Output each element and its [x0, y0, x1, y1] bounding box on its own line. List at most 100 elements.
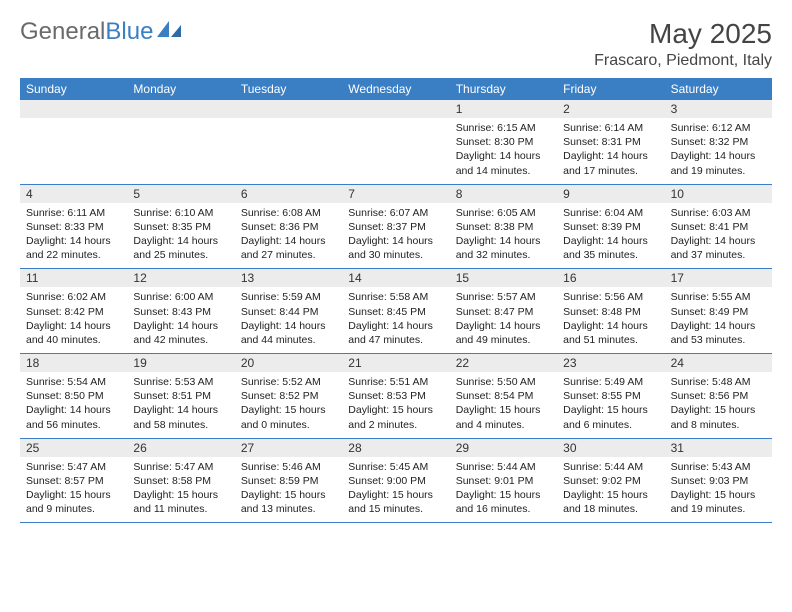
dow-cell: Friday — [557, 78, 664, 100]
day-line: Sunset: 8:53 PM — [348, 389, 443, 403]
day-line: Sunrise: 6:02 AM — [26, 290, 121, 304]
location: Frascaro, Piedmont, Italy — [594, 52, 772, 70]
dow-cell: Saturday — [665, 78, 772, 100]
day-line: and 25 minutes. — [133, 248, 228, 262]
day-number: 9 — [557, 185, 664, 203]
day-line: Daylight: 14 hours — [348, 234, 443, 248]
week-row: 18Sunrise: 5:54 AMSunset: 8:50 PMDayligh… — [20, 354, 772, 439]
day-line: Sunset: 8:48 PM — [563, 305, 658, 319]
day-body: Sunrise: 5:56 AMSunset: 8:48 PMDaylight:… — [557, 287, 664, 353]
day-line: and 15 minutes. — [348, 502, 443, 516]
day-cell — [127, 100, 234, 184]
day-cell: 4Sunrise: 6:11 AMSunset: 8:33 PMDaylight… — [20, 185, 127, 269]
day-cell: 18Sunrise: 5:54 AMSunset: 8:50 PMDayligh… — [20, 354, 127, 438]
day-body: Sunrise: 5:51 AMSunset: 8:53 PMDaylight:… — [342, 372, 449, 438]
day-line: and 49 minutes. — [456, 333, 551, 347]
day-cell: 19Sunrise: 5:53 AMSunset: 8:51 PMDayligh… — [127, 354, 234, 438]
day-body: Sunrise: 6:00 AMSunset: 8:43 PMDaylight:… — [127, 287, 234, 353]
day-number: 19 — [127, 354, 234, 372]
day-line: and 4 minutes. — [456, 418, 551, 432]
day-number: 6 — [235, 185, 342, 203]
day-cell: 22Sunrise: 5:50 AMSunset: 8:54 PMDayligh… — [450, 354, 557, 438]
day-line: Sunrise: 5:48 AM — [671, 375, 766, 389]
day-line: and 56 minutes. — [26, 418, 121, 432]
day-body: Sunrise: 6:08 AMSunset: 8:36 PMDaylight:… — [235, 203, 342, 269]
day-cell: 24Sunrise: 5:48 AMSunset: 8:56 PMDayligh… — [665, 354, 772, 438]
day-cell: 21Sunrise: 5:51 AMSunset: 8:53 PMDayligh… — [342, 354, 449, 438]
day-body: Sunrise: 5:53 AMSunset: 8:51 PMDaylight:… — [127, 372, 234, 438]
day-number: 5 — [127, 185, 234, 203]
day-cell: 29Sunrise: 5:44 AMSunset: 9:01 PMDayligh… — [450, 439, 557, 523]
day-cell: 27Sunrise: 5:46 AMSunset: 8:59 PMDayligh… — [235, 439, 342, 523]
day-cell: 9Sunrise: 6:04 AMSunset: 8:39 PMDaylight… — [557, 185, 664, 269]
day-line: Sunset: 8:50 PM — [26, 389, 121, 403]
day-line: Sunrise: 5:52 AM — [241, 375, 336, 389]
day-line: Sunrise: 6:15 AM — [456, 121, 551, 135]
calendar: SundayMondayTuesdayWednesdayThursdayFrid… — [20, 78, 772, 523]
day-cell: 17Sunrise: 5:55 AMSunset: 8:49 PMDayligh… — [665, 269, 772, 353]
day-line: Sunrise: 5:58 AM — [348, 290, 443, 304]
day-number: 13 — [235, 269, 342, 287]
day-line: Sunrise: 6:03 AM — [671, 206, 766, 220]
day-number: 14 — [342, 269, 449, 287]
day-line: Daylight: 14 hours — [241, 234, 336, 248]
day-line: Sunset: 8:43 PM — [133, 305, 228, 319]
day-body: Sunrise: 5:49 AMSunset: 8:55 PMDaylight:… — [557, 372, 664, 438]
day-line: and 6 minutes. — [563, 418, 658, 432]
day-line: Sunrise: 5:54 AM — [26, 375, 121, 389]
day-line: Daylight: 14 hours — [671, 234, 766, 248]
day-cell: 14Sunrise: 5:58 AMSunset: 8:45 PMDayligh… — [342, 269, 449, 353]
day-line: Daylight: 15 hours — [241, 488, 336, 502]
day-line: Sunrise: 6:12 AM — [671, 121, 766, 135]
day-line: Sunset: 9:01 PM — [456, 474, 551, 488]
day-number: 25 — [20, 439, 127, 457]
day-line: Sunrise: 5:55 AM — [671, 290, 766, 304]
logo-text-2: Blue — [105, 18, 153, 46]
day-cell: 6Sunrise: 6:08 AMSunset: 8:36 PMDaylight… — [235, 185, 342, 269]
day-line: and 14 minutes. — [456, 164, 551, 178]
day-line: Sunset: 8:33 PM — [26, 220, 121, 234]
day-line: Daylight: 15 hours — [348, 488, 443, 502]
day-body: Sunrise: 5:52 AMSunset: 8:52 PMDaylight:… — [235, 372, 342, 438]
day-line: Sunset: 8:51 PM — [133, 389, 228, 403]
day-body: Sunrise: 5:43 AMSunset: 9:03 PMDaylight:… — [665, 457, 772, 523]
day-line: Sunrise: 5:47 AM — [133, 460, 228, 474]
day-cell: 10Sunrise: 6:03 AMSunset: 8:41 PMDayligh… — [665, 185, 772, 269]
day-cell: 8Sunrise: 6:05 AMSunset: 8:38 PMDaylight… — [450, 185, 557, 269]
day-line: Sunset: 8:44 PM — [241, 305, 336, 319]
day-line: Daylight: 14 hours — [456, 319, 551, 333]
day-line: and 18 minutes. — [563, 502, 658, 516]
day-line: Sunrise: 6:08 AM — [241, 206, 336, 220]
day-line: Sunset: 8:55 PM — [563, 389, 658, 403]
day-line: Sunset: 8:45 PM — [348, 305, 443, 319]
day-body: Sunrise: 5:46 AMSunset: 8:59 PMDaylight:… — [235, 457, 342, 523]
week-row: 11Sunrise: 6:02 AMSunset: 8:42 PMDayligh… — [20, 269, 772, 354]
day-cell: 15Sunrise: 5:57 AMSunset: 8:47 PMDayligh… — [450, 269, 557, 353]
day-body: Sunrise: 6:14 AMSunset: 8:31 PMDaylight:… — [557, 118, 664, 184]
day-body — [20, 118, 127, 182]
day-body: Sunrise: 5:45 AMSunset: 9:00 PMDaylight:… — [342, 457, 449, 523]
day-number: 24 — [665, 354, 772, 372]
day-line: Daylight: 14 hours — [133, 319, 228, 333]
day-line: and 8 minutes. — [671, 418, 766, 432]
day-line: Sunset: 8:31 PM — [563, 135, 658, 149]
day-line: and 44 minutes. — [241, 333, 336, 347]
day-line: Sunset: 9:03 PM — [671, 474, 766, 488]
day-line: Sunset: 8:56 PM — [671, 389, 766, 403]
dow-cell: Sunday — [20, 78, 127, 100]
day-number — [235, 100, 342, 118]
day-body: Sunrise: 5:47 AMSunset: 8:57 PMDaylight:… — [20, 457, 127, 523]
month-title: May 2025 — [594, 18, 772, 50]
day-line: Sunset: 8:42 PM — [26, 305, 121, 319]
day-cell: 20Sunrise: 5:52 AMSunset: 8:52 PMDayligh… — [235, 354, 342, 438]
day-body: Sunrise: 6:10 AMSunset: 8:35 PMDaylight:… — [127, 203, 234, 269]
day-body: Sunrise: 5:44 AMSunset: 9:01 PMDaylight:… — [450, 457, 557, 523]
day-line: and 0 minutes. — [241, 418, 336, 432]
day-line: Daylight: 15 hours — [241, 403, 336, 417]
day-line: Sunset: 8:41 PM — [671, 220, 766, 234]
day-number: 3 — [665, 100, 772, 118]
day-line: Sunrise: 6:05 AM — [456, 206, 551, 220]
day-line: Daylight: 14 hours — [456, 234, 551, 248]
dow-cell: Monday — [127, 78, 234, 100]
day-line: Sunrise: 5:45 AM — [348, 460, 443, 474]
